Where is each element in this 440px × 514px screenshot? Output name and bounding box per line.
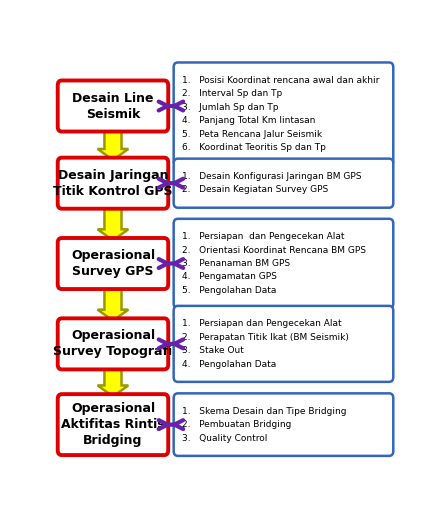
Text: 4.   Panjang Total Km lintasan: 4. Panjang Total Km lintasan — [182, 116, 315, 125]
Text: 3.   Jumlah Sp dan Tp: 3. Jumlah Sp dan Tp — [182, 103, 279, 112]
Text: 2.   Pembuatan Bridging: 2. Pembuatan Bridging — [182, 420, 291, 429]
Polygon shape — [98, 129, 128, 160]
Text: 2.   Orientasi Koordinat Rencana BM GPS: 2. Orientasi Koordinat Rencana BM GPS — [182, 246, 366, 254]
Text: 2.   Interval Sp dan Tp: 2. Interval Sp dan Tp — [182, 89, 282, 98]
FancyBboxPatch shape — [58, 238, 168, 289]
Text: Operasional
Aktifitas Rintis
Bridging: Operasional Aktifitas Rintis Bridging — [61, 402, 165, 447]
Text: 5.   Pengolahan Data: 5. Pengolahan Data — [182, 286, 276, 295]
FancyBboxPatch shape — [58, 158, 168, 209]
Text: 2.   Perapatan Titik Ikat (BM Seismik): 2. Perapatan Titik Ikat (BM Seismik) — [182, 333, 349, 342]
Text: Operasional
Survey Topografi: Operasional Survey Topografi — [53, 329, 172, 358]
Text: 1.   Persiapan  dan Pengecekan Alat: 1. Persiapan dan Pengecekan Alat — [182, 232, 345, 241]
FancyBboxPatch shape — [174, 306, 393, 382]
Text: 1.   Posisi Koordinat rencana awal dan akhir: 1. Posisi Koordinat rencana awal dan akh… — [182, 76, 379, 85]
Text: 6.   Koordinat Teoritis Sp dan Tp: 6. Koordinat Teoritis Sp dan Tp — [182, 143, 326, 152]
Text: Desain Jaringan
Titik Kontrol GPS: Desain Jaringan Titik Kontrol GPS — [53, 169, 173, 198]
Text: 3.   Penanaman BM GPS: 3. Penanaman BM GPS — [182, 259, 290, 268]
Text: 4.   Pengolahan Data: 4. Pengolahan Data — [182, 360, 276, 369]
Polygon shape — [98, 367, 128, 396]
Text: 1.   Persiapan dan Pengecekan Alat: 1. Persiapan dan Pengecekan Alat — [182, 319, 341, 328]
Polygon shape — [98, 206, 128, 241]
Text: 3.   Quality Control: 3. Quality Control — [182, 434, 267, 443]
Text: 5.   Peta Rencana Jalur Seismik: 5. Peta Rencana Jalur Seismik — [182, 130, 322, 139]
FancyBboxPatch shape — [58, 81, 168, 132]
Text: Operasional
Survey GPS: Operasional Survey GPS — [71, 249, 155, 278]
Text: 2.   Desain Kegiatan Survey GPS: 2. Desain Kegiatan Survey GPS — [182, 186, 328, 194]
FancyBboxPatch shape — [174, 159, 393, 208]
Text: 3.   Stake Out: 3. Stake Out — [182, 346, 244, 355]
FancyBboxPatch shape — [58, 318, 168, 370]
Text: 4.   Pengamatan GPS: 4. Pengamatan GPS — [182, 272, 277, 282]
FancyBboxPatch shape — [174, 63, 393, 166]
FancyBboxPatch shape — [174, 219, 393, 308]
FancyBboxPatch shape — [174, 393, 393, 456]
FancyBboxPatch shape — [58, 394, 168, 455]
Text: 1.   Desain Konfigurasi Jaringan BM GPS: 1. Desain Konfigurasi Jaringan BM GPS — [182, 172, 361, 181]
Polygon shape — [98, 287, 128, 321]
Text: 1.   Skema Desain dan Tipe Bridging: 1. Skema Desain dan Tipe Bridging — [182, 407, 346, 416]
Text: Desain Line
Seismik: Desain Line Seismik — [72, 91, 154, 120]
